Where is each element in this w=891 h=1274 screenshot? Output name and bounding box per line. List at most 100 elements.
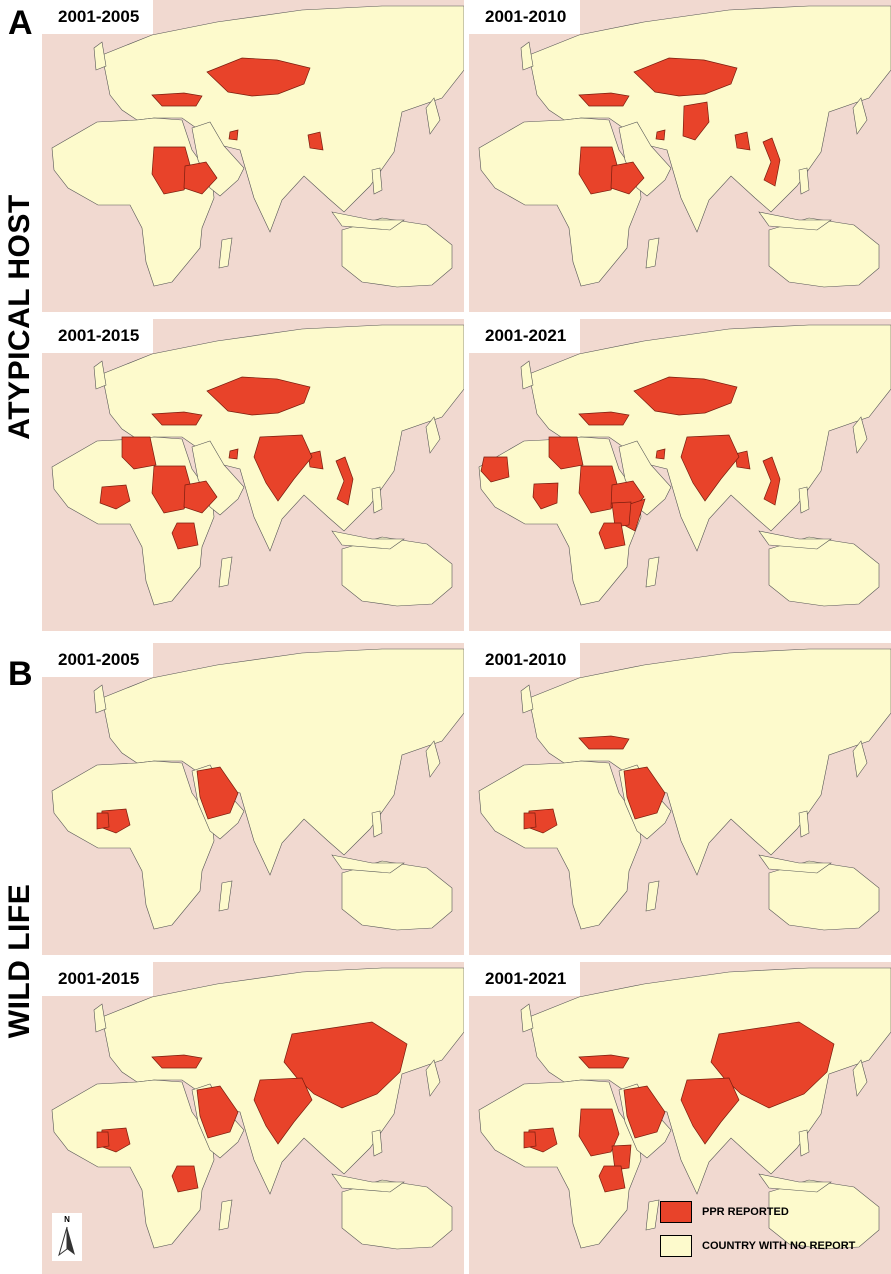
country-kazakhstan	[633, 376, 738, 416]
land-madagascar	[645, 880, 660, 912]
country-sudan	[578, 146, 620, 195]
panel-year-label: 2001-2005	[42, 0, 154, 34]
north-arrow: N	[52, 1213, 82, 1261]
country-tanzania	[171, 1165, 199, 1193]
land-indonesia	[331, 530, 405, 550]
country-libya	[121, 436, 157, 470]
map-panel-a1: 2001-2005	[42, 0, 464, 312]
panel-year-label: 2001-2021	[469, 319, 581, 353]
country-pakistan	[682, 101, 710, 141]
map-a1	[51, 5, 464, 288]
map-b1	[51, 648, 464, 931]
legend-item-reported: PPR REPORTED	[660, 1195, 855, 1229]
legend-item-no-report: COUNTRY WITH NO REPORT	[660, 1229, 855, 1263]
country-tanzania	[598, 1165, 626, 1193]
country-ethiopia	[610, 161, 645, 195]
map-panel-b3: 2001-2015	[42, 962, 464, 1274]
country-nigeria	[99, 484, 131, 510]
land-indonesia	[758, 530, 832, 550]
land-australia	[341, 536, 453, 607]
country-kazakhstan	[206, 376, 311, 416]
country-bangladesh	[307, 131, 324, 151]
north-arrow-icon	[58, 1226, 75, 1257]
land-indonesia	[331, 854, 405, 874]
land-britain	[93, 1003, 107, 1033]
land-indonesia	[758, 854, 832, 874]
country-turkey	[578, 735, 630, 750]
land-madagascar	[645, 237, 660, 269]
country-vietnam	[762, 456, 781, 506]
map-b3	[51, 967, 464, 1250]
country-libya	[548, 436, 584, 470]
land-indonesia	[331, 211, 405, 231]
land-madagascar	[645, 556, 660, 588]
land-japan	[852, 416, 868, 454]
country-kazakhstan	[206, 57, 311, 97]
map-legend: PPR REPORTED COUNTRY WITH NO REPORT	[660, 1195, 855, 1263]
country-ethiopia	[183, 480, 218, 514]
land-philippines	[371, 810, 383, 838]
country-china	[710, 1021, 835, 1109]
map-panel-b1: 2001-2005	[42, 643, 464, 955]
country-uae	[228, 129, 239, 141]
land-africa	[51, 760, 215, 930]
country-turkey	[578, 1054, 630, 1069]
country-ivorycoast	[96, 1131, 110, 1149]
land-australia	[341, 860, 453, 931]
land-africa	[478, 760, 642, 930]
country-saudi	[196, 1085, 239, 1139]
land-australia	[768, 860, 880, 931]
land-australia	[341, 1179, 453, 1250]
map-a4	[478, 324, 891, 607]
panel-year-label: 2001-2021	[469, 962, 581, 996]
country-uae	[228, 448, 239, 460]
country-saudi	[196, 766, 239, 820]
land-japan	[852, 740, 868, 778]
country-india	[680, 434, 740, 502]
country-uae	[655, 448, 666, 460]
country-bangladesh	[734, 131, 751, 151]
country-vietnam	[762, 137, 781, 187]
map-panel-b2: 2001-2010	[469, 643, 891, 955]
panel-year-label: 2001-2005	[42, 643, 154, 677]
section-a-label: ATYPICAL HOST	[3, 194, 36, 440]
land-japan	[425, 740, 441, 778]
country-ivorycoast	[523, 1131, 537, 1149]
country-turkey	[578, 411, 630, 426]
land-britain	[93, 360, 107, 390]
map-b2	[478, 648, 891, 931]
map-a2	[478, 5, 891, 288]
land-britain	[520, 360, 534, 390]
land-africa	[51, 1079, 215, 1249]
section-b-label: WILD LIFE	[3, 883, 36, 1039]
land-philippines	[371, 486, 383, 514]
map-a3	[51, 324, 464, 607]
country-turkey	[578, 92, 630, 107]
land-britain	[93, 41, 107, 71]
land-madagascar	[218, 556, 233, 588]
land-indonesia	[758, 1173, 832, 1193]
country-india	[253, 434, 313, 502]
land-australia	[768, 1179, 880, 1250]
country-sudan	[578, 1108, 620, 1157]
map-panel-a3: 2001-2015	[42, 319, 464, 631]
land-madagascar	[218, 1199, 233, 1231]
land-japan	[425, 97, 441, 135]
land-philippines	[798, 1129, 810, 1157]
country-bangladesh	[307, 450, 324, 470]
land-africa	[51, 117, 215, 287]
land-britain	[520, 1003, 534, 1033]
land-philippines	[798, 167, 810, 195]
country-uae	[655, 129, 666, 141]
land-britain	[93, 684, 107, 714]
country-vietnam	[335, 456, 354, 506]
land-madagascar	[218, 237, 233, 269]
panel-year-label: 2001-2015	[42, 319, 154, 353]
land-britain	[520, 41, 534, 71]
country-sudan	[151, 146, 193, 195]
country-china	[283, 1021, 408, 1109]
land-philippines	[371, 167, 383, 195]
land-australia	[768, 217, 880, 288]
land-japan	[852, 97, 868, 135]
country-mauritania	[480, 456, 510, 483]
